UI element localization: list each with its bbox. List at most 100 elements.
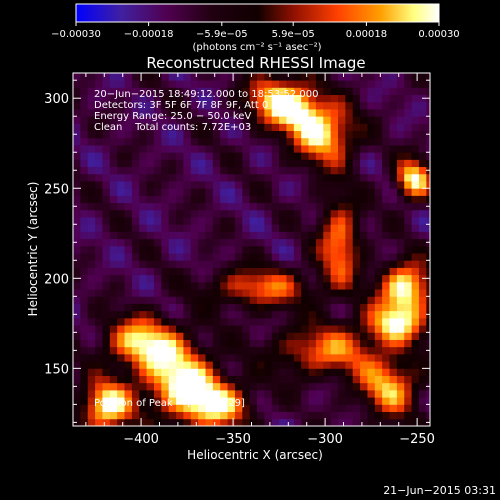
heatmap-cell	[301, 166, 309, 175]
heatmap-cell	[418, 159, 427, 168]
heatmap-cell	[146, 382, 155, 391]
heatmap-cell	[293, 116, 302, 124]
heatmap-cell	[396, 80, 405, 88]
heatmap-cell	[286, 94, 295, 103]
heatmap-cell	[389, 159, 398, 168]
heatmap-cell	[257, 181, 265, 189]
heatmap-cell	[176, 101, 184, 110]
heatmap-cell	[293, 238, 302, 247]
heatmap-cell	[293, 361, 302, 369]
heatmap-cell	[190, 310, 199, 319]
heatmap-cell	[161, 145, 170, 153]
heatmap-cell	[389, 339, 398, 348]
colorbar-tick-label: −0.00030	[51, 29, 101, 40]
heatmap-cell	[382, 123, 390, 132]
heatmap-cell	[95, 245, 103, 254]
heatmap-cell	[249, 267, 258, 276]
heatmap-cell	[382, 303, 390, 312]
heatmap-cell	[315, 181, 324, 189]
heatmap-cell	[301, 109, 309, 117]
heatmap-cell	[95, 411, 103, 420]
heatmap-cell	[212, 145, 221, 153]
heatmap-cell	[352, 137, 361, 146]
heatmap-cell	[249, 73, 258, 81]
heatmap-cell	[286, 317, 295, 326]
heatmap-cell	[95, 353, 103, 362]
heatmap-cell	[212, 253, 221, 261]
heatmap-cell	[139, 375, 148, 384]
heatmap-cell	[352, 375, 361, 384]
heatmap-cell	[146, 267, 155, 276]
heatmap-cell	[87, 332, 96, 340]
heatmap-cell	[220, 173, 228, 182]
heatmap-cell	[190, 368, 199, 376]
heatmap-cell	[279, 339, 287, 348]
heatmap-cell	[301, 404, 309, 412]
heatmap-cell	[153, 188, 162, 196]
heatmap-cell	[117, 80, 125, 88]
heatmap-cell	[139, 145, 148, 153]
heatmap-cell	[411, 173, 420, 182]
heatmap-cell	[330, 310, 339, 319]
heatmap-cell	[426, 188, 431, 196]
heatmap-cell	[374, 281, 383, 290]
heatmap-cell	[382, 397, 390, 405]
heatmap-cell	[183, 389, 192, 398]
heatmap-cell	[374, 418, 383, 427]
heatmap-cell	[234, 389, 243, 398]
heatmap-cell	[279, 317, 287, 326]
heatmap-cell	[242, 145, 251, 153]
heatmap-cell	[315, 173, 324, 182]
heatmap-cell	[109, 152, 118, 160]
heatmap-cell	[205, 411, 214, 420]
heatmap-cell	[367, 159, 376, 168]
heatmap-cell	[220, 101, 228, 110]
heatmap-cell	[279, 217, 287, 225]
heatmap-cell	[382, 202, 390, 211]
heatmap-cell	[308, 289, 317, 297]
heatmap-cell	[87, 339, 96, 348]
heatmap-cell	[279, 296, 287, 304]
heatmap-cell	[146, 253, 155, 261]
heatmap-cell	[168, 217, 177, 225]
heatmap-cell	[308, 418, 317, 427]
heatmap-cell	[227, 303, 236, 312]
heatmap-cell	[117, 325, 125, 333]
heatmap-cell	[176, 181, 184, 189]
heatmap-cell	[286, 332, 295, 340]
heatmap-cell	[146, 137, 155, 146]
heatmap-cell	[367, 253, 376, 261]
heatmap-cell	[330, 217, 339, 225]
heatmap-cell	[308, 217, 317, 225]
heatmap-cell	[234, 130, 243, 139]
heatmap-cell	[382, 346, 390, 355]
heatmap-cell	[337, 209, 346, 218]
heatmap-cell	[257, 404, 265, 412]
heatmap-cell	[374, 260, 383, 268]
heatmap-cell	[382, 310, 390, 319]
heatmap-cell	[382, 325, 390, 333]
heatmap-cell	[161, 267, 170, 276]
heatmap-cell	[249, 166, 258, 175]
heatmap-cell	[367, 195, 376, 204]
heatmap-cell	[382, 317, 390, 326]
heatmap-cell	[330, 130, 339, 139]
heatmap-cell	[249, 310, 258, 319]
heatmap-cell	[190, 116, 199, 124]
heatmap-cell	[198, 159, 206, 168]
heatmap-cell	[168, 116, 177, 124]
heatmap-cell	[337, 339, 346, 348]
heatmap-cell	[418, 101, 427, 110]
heatmap-cell	[73, 296, 81, 304]
heatmap-cell	[198, 267, 206, 276]
heatmap-cell	[264, 188, 273, 196]
heatmap-cell	[109, 173, 118, 182]
heatmap-cell	[139, 123, 148, 132]
heatmap-cell	[131, 353, 140, 362]
heatmap-cell	[109, 181, 118, 189]
heatmap-cell	[153, 382, 162, 391]
heatmap-cell	[418, 281, 427, 290]
heatmap-cell	[190, 137, 199, 146]
heatmap-cell	[396, 325, 405, 333]
heatmap-cell	[426, 332, 431, 340]
